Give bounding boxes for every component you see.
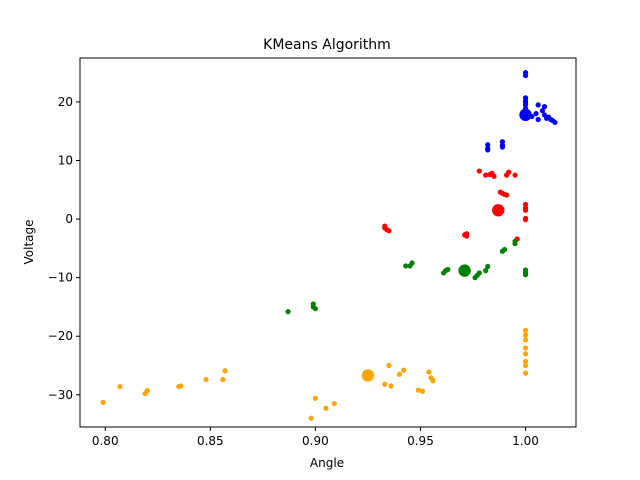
cluster-centroid	[519, 108, 532, 122]
data-point	[506, 169, 512, 175]
y-tick-label: −20	[48, 329, 73, 343]
data-point	[382, 381, 388, 387]
data-point	[522, 215, 529, 222]
data-point	[396, 371, 403, 377]
data-point	[522, 370, 529, 376]
data-point	[415, 387, 421, 393]
data-point	[430, 378, 436, 384]
data-point	[312, 395, 318, 401]
data-point	[485, 147, 491, 153]
data-point	[483, 268, 489, 274]
data-point	[522, 358, 529, 364]
data-point	[426, 369, 432, 375]
data-point	[178, 383, 184, 389]
data-point	[476, 270, 482, 276]
data-point	[512, 238, 518, 244]
data-point	[522, 345, 529, 351]
data-point	[539, 108, 545, 114]
y-tick-label: 20	[58, 95, 73, 109]
data-point	[485, 263, 491, 270]
x-axis-label: Angle	[310, 456, 344, 470]
data-point	[117, 383, 123, 390]
x-tick-label: 0.80	[92, 434, 119, 448]
data-point	[504, 192, 510, 198]
y-tick-label: −10	[48, 271, 73, 285]
data-point	[499, 144, 506, 150]
data-point	[522, 267, 529, 273]
data-point	[312, 306, 318, 312]
cluster-centroid	[458, 264, 471, 277]
data-point	[401, 367, 407, 373]
data-point	[386, 228, 392, 234]
data-point	[464, 231, 470, 237]
data-point	[331, 400, 337, 407]
data-point	[308, 415, 314, 421]
data-point	[100, 399, 106, 405]
data-point	[522, 351, 529, 357]
y-tick-label: 0	[65, 212, 73, 226]
data-point	[522, 207, 529, 213]
data-point	[445, 266, 451, 273]
data-point	[522, 362, 529, 369]
cluster-centroid	[361, 369, 375, 382]
data-point	[382, 223, 388, 229]
x-tick-label: 1.00	[512, 434, 539, 448]
data-point	[533, 111, 539, 117]
data-point	[491, 173, 497, 179]
data-point	[541, 104, 548, 110]
plot-frame	[79, 57, 577, 428]
data-point	[476, 168, 482, 174]
data-point	[222, 368, 228, 374]
y-axis-label: Voltage	[22, 219, 36, 264]
data-point	[419, 388, 426, 394]
data-point	[501, 246, 508, 253]
plot-area: 0.80 0.85 0.90 0.95 1.00 −30 −20 −10 0 10 20	[48, 57, 577, 448]
data-point	[285, 309, 291, 315]
cluster-centroid	[492, 204, 505, 217]
data-point	[144, 388, 150, 394]
data-point	[535, 102, 541, 108]
data-point	[535, 116, 541, 123]
data-point	[512, 172, 518, 178]
data-point	[522, 72, 529, 79]
data-point	[522, 327, 529, 333]
data-point	[203, 376, 209, 383]
data-point	[552, 119, 558, 126]
x-tick-label: 0.90	[302, 434, 329, 448]
chart-title: KMeans Algorithm	[263, 37, 391, 53]
data-point	[483, 172, 489, 178]
data-point	[220, 376, 226, 383]
data-point	[323, 405, 329, 411]
data-point	[388, 383, 394, 389]
x-tick-label: 0.95	[407, 434, 434, 448]
y-tick-label: −30	[48, 388, 73, 402]
data-point	[522, 337, 529, 343]
data-point	[522, 332, 529, 338]
x-tick-label: 0.85	[197, 434, 224, 448]
data-point	[403, 263, 409, 269]
data-point	[409, 260, 415, 266]
data-point	[386, 362, 392, 369]
y-tick-label: 10	[58, 154, 73, 168]
